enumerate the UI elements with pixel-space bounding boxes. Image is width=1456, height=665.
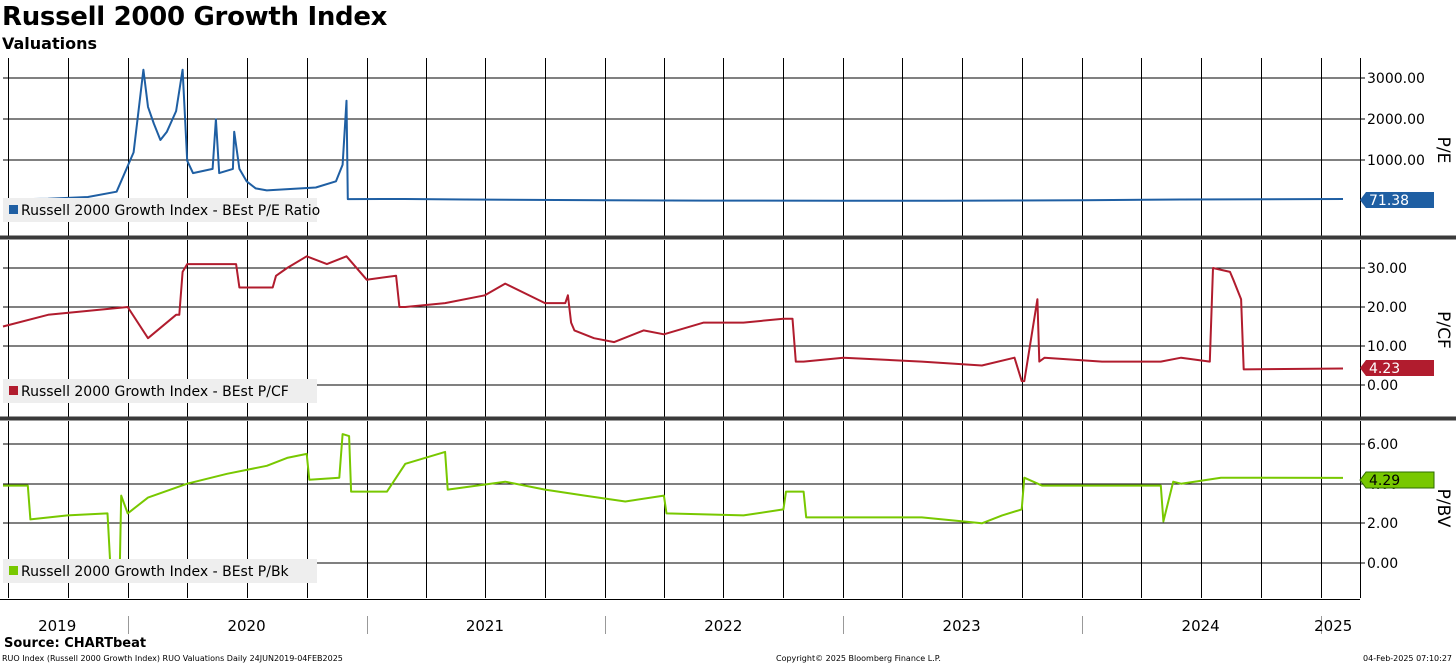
chart-title: Russell 2000 Growth Index — [2, 2, 388, 32]
y-tick-label: 2000.00 — [1367, 112, 1425, 128]
last-value-label: 71.38 — [1369, 193, 1409, 209]
y-tick-label: 0.00 — [1367, 556, 1398, 572]
y-tick-label: 0.00 — [1367, 378, 1398, 394]
legend-swatch — [9, 566, 18, 575]
y-axis-label: P/CF — [1433, 311, 1453, 349]
footer-timestamp: 04-Feb-2025 07:10:27 — [1363, 654, 1452, 663]
y-tick-label: 30.00 — [1367, 261, 1407, 277]
chart-subtitle: Valuations — [2, 34, 98, 53]
last-value-label: 4.29 — [1369, 473, 1400, 489]
x-tick-label: 2020 — [227, 617, 265, 635]
y-tick-label: 20.00 — [1367, 300, 1407, 316]
last-value-label: 4.23 — [1369, 361, 1400, 377]
x-tick-label: 2025 — [1314, 617, 1352, 635]
legend-box — [3, 379, 317, 403]
legend-box — [3, 559, 317, 583]
x-tick-label: 2023 — [943, 617, 981, 635]
y-tick-label: 3000.00 — [1367, 71, 1425, 87]
x-tick-label: 2024 — [1182, 617, 1220, 635]
series-line — [2, 255, 1344, 383]
y-tick-label: 6.00 — [1367, 437, 1398, 453]
legend-swatch — [9, 386, 18, 395]
x-tick-label: 2021 — [466, 617, 504, 635]
footer-copyright: Copyright© 2025 Bloomberg Finance L.P. — [776, 654, 941, 663]
y-tick-label: 2.00 — [1367, 516, 1398, 532]
y-tick-label: 10.00 — [1367, 339, 1407, 355]
last-value-tag — [1360, 360, 1434, 376]
y-tick-label: 1000.00 — [1367, 153, 1425, 169]
footer-description: RUO Index (Russell 2000 Growth Index) RU… — [2, 654, 343, 663]
legend-label: Russell 2000 Growth Index - BEst P/Bk — [21, 564, 290, 580]
legend-label: Russell 2000 Growth Index - BEst P/CF — [21, 384, 289, 400]
legend-layer: Russell 2000 Growth Index - BEst P/E Rat… — [3, 198, 320, 583]
series-layer — [2, 68, 1344, 562]
legend-box — [3, 198, 317, 222]
series-line — [3, 433, 1344, 562]
x-tick-label: 2022 — [704, 617, 742, 635]
source-note: Source: CHARTbeat — [4, 636, 147, 651]
last-value-tag — [1359, 471, 1435, 489]
grid-layer — [3, 58, 1360, 598]
x-tick-label: 2019 — [38, 617, 76, 635]
legend-swatch — [9, 205, 18, 214]
legend-label: Russell 2000 Growth Index - BEst P/E Rat… — [21, 203, 320, 219]
y-axis-label: P/BV — [1433, 489, 1453, 528]
series-line — [2, 68, 1344, 202]
axis-layer: 3000.00 2000.00 1000.00 P/E 71.38 30.00 20.00 1… — [0, 58, 1456, 635]
last-value-tag — [1360, 192, 1434, 208]
y-axis-label: P/E — [1433, 137, 1453, 164]
